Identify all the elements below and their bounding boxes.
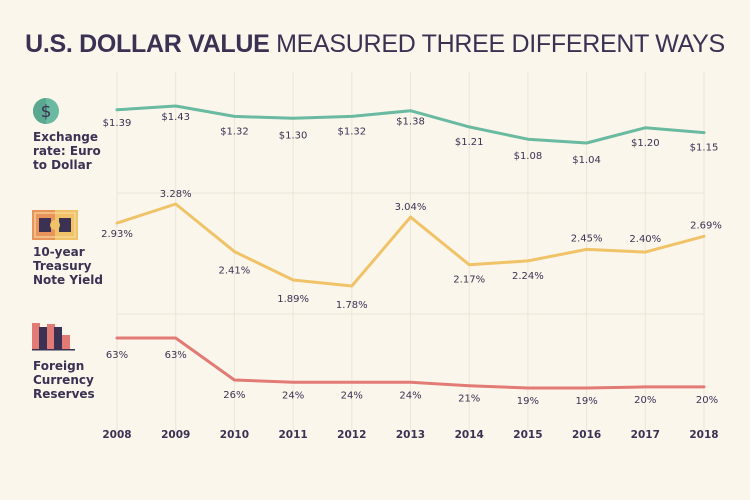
x-tick-label: 2017 xyxy=(631,429,660,441)
treasury-yield-data-label: 2.45% xyxy=(571,233,603,244)
treasury-yield-data-label: 2.41% xyxy=(219,266,251,277)
title-bold: U.S. DOLLAR VALUE xyxy=(25,30,270,58)
foreign-reserves-data-label: 24% xyxy=(282,390,304,401)
x-tick-label: 2013 xyxy=(396,429,425,441)
foreign-reserves-data-label: 24% xyxy=(399,390,421,401)
exchange-rate-data-label: $1.04 xyxy=(572,155,601,166)
exchange-rate-data-label: $1.32 xyxy=(337,126,366,137)
exchange-rate-data-label: $1.15 xyxy=(690,143,719,154)
x-tick-label: 2015 xyxy=(513,429,542,441)
exchange-rate-data-label: $1.43 xyxy=(161,112,190,123)
panel-label-exchange: Exchange rate: Euro to Dollar xyxy=(33,130,101,172)
foreign-reserves-data-label: 21% xyxy=(458,394,480,405)
exchange-rate-data-label: $1.20 xyxy=(631,138,660,149)
panel-label-reserves: Foreign Currency Reserves xyxy=(33,359,95,401)
foreign-reserves-data-label: 19% xyxy=(517,396,539,407)
treasury-yield-data-label: 2.40% xyxy=(629,234,661,245)
label-line: rate: Euro xyxy=(33,144,101,158)
label-line: Currency xyxy=(33,373,94,387)
treasury-yield-data-label: 1.89% xyxy=(277,294,309,305)
panel-label-treasury: 10-year Treasury Note Yield xyxy=(33,245,103,287)
foreign-reserves-data-label: 63% xyxy=(165,350,187,361)
label-line: Reserves xyxy=(33,387,95,401)
x-tick-label: 2010 xyxy=(220,429,249,441)
exchange-rate-data-label: $1.39 xyxy=(103,118,132,129)
x-tick-label: 2014 xyxy=(455,429,484,441)
foreign-reserves-data-label: 26% xyxy=(223,390,245,401)
dollar-coin-icon: $ xyxy=(33,98,59,124)
foreign-reserves-data-label: 63% xyxy=(106,350,128,361)
exchange-rate-data-label: $1.30 xyxy=(279,130,308,141)
x-tick-label: 2009 xyxy=(161,429,190,441)
foreign-reserves-data-label: 20% xyxy=(696,395,718,406)
treasury-yield-data-label: 2.69% xyxy=(690,220,722,231)
label-line: to Dollar xyxy=(33,158,92,172)
svg-text:$: $ xyxy=(41,102,52,122)
exchange-rate-data-label: $1.21 xyxy=(455,137,484,148)
foreign-reserves-data-label: 19% xyxy=(575,396,597,407)
x-tick-label: 2008 xyxy=(102,429,131,441)
label-line: Treasury xyxy=(33,259,92,273)
treasury-yield-data-label: 2.93% xyxy=(101,229,133,240)
x-tick-label: 2016 xyxy=(572,429,601,441)
treasury-yield-data-label: 3.28% xyxy=(160,189,192,200)
title-light: MEASURED THREE DIFFERENT WAYS xyxy=(276,30,725,58)
exchange-rate-data-label: $1.38 xyxy=(396,117,425,128)
treasury-note-icon xyxy=(32,210,78,240)
bar-chart-icon xyxy=(32,323,75,351)
treasury-yield-data-label: 2.17% xyxy=(453,275,485,286)
x-tick-label: 2011 xyxy=(278,429,307,441)
exchange-rate-data-label: $1.08 xyxy=(514,151,543,162)
label-line: Foreign xyxy=(33,359,85,373)
label-line: Exchange xyxy=(33,130,98,144)
exchange-rate-data-label: $1.32 xyxy=(220,126,249,137)
foreign-reserves-data-label: 20% xyxy=(634,395,656,406)
treasury-yield-data-label: 3.04% xyxy=(395,202,427,213)
chart-title: U.S. DOLLAR VALUE MEASURED THREE DIFFERE… xyxy=(0,30,750,59)
foreign-reserves-data-label: 24% xyxy=(341,390,363,401)
x-tick-label: 2018 xyxy=(689,429,718,441)
label-line: 10-year xyxy=(33,245,85,259)
label-line: Note Yield xyxy=(33,273,103,287)
x-tick-label: 2012 xyxy=(337,429,366,441)
treasury-yield-data-label: 2.24% xyxy=(512,271,544,282)
treasury-yield-data-label: 1.78% xyxy=(336,300,368,311)
